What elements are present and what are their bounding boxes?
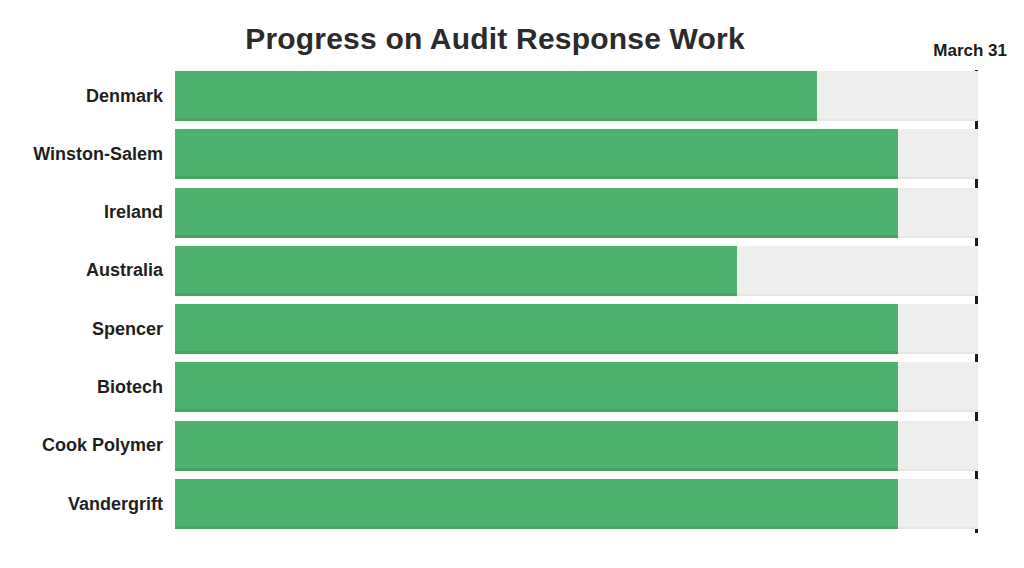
bar-track	[175, 362, 978, 412]
chart-row: Cook Polymer	[0, 421, 978, 471]
chart-row: Winston-Salem	[0, 129, 978, 179]
bar-track	[175, 421, 978, 471]
chart-row: Biotech	[0, 362, 978, 412]
bar-fill	[175, 129, 898, 179]
bar-fill	[175, 188, 898, 238]
bar-chart-rows: Denmark Winston-Salem Ireland Australia Spen…	[0, 71, 978, 537]
bar-track	[175, 129, 978, 179]
bar-track	[175, 246, 978, 296]
chart-row: Vandergrift	[0, 479, 978, 529]
row-label: Denmark	[0, 86, 175, 107]
bar-track	[175, 479, 978, 529]
chart-row: Ireland	[0, 188, 978, 238]
bar-track	[175, 188, 978, 238]
chart-row: Spencer	[0, 304, 978, 354]
bar-fill	[175, 479, 898, 529]
bar-fill	[175, 421, 898, 471]
row-label: Ireland	[0, 202, 175, 223]
row-label: Australia	[0, 260, 175, 281]
row-label: Biotech	[0, 377, 175, 398]
chart-row: Denmark	[0, 71, 978, 121]
row-label: Winston-Salem	[0, 144, 175, 165]
chart-title: Progress on Audit Response Work	[0, 22, 990, 56]
bar-fill	[175, 71, 817, 121]
bar-track	[175, 304, 978, 354]
chart-row: Australia	[0, 246, 978, 296]
bar-track	[175, 71, 978, 121]
row-label: Vandergrift	[0, 494, 175, 515]
row-label: Spencer	[0, 319, 175, 340]
bar-fill	[175, 304, 898, 354]
row-label: Cook Polymer	[0, 435, 175, 456]
deadline-label: March 31	[933, 41, 1007, 61]
bar-fill	[175, 246, 737, 296]
bar-fill	[175, 362, 898, 412]
